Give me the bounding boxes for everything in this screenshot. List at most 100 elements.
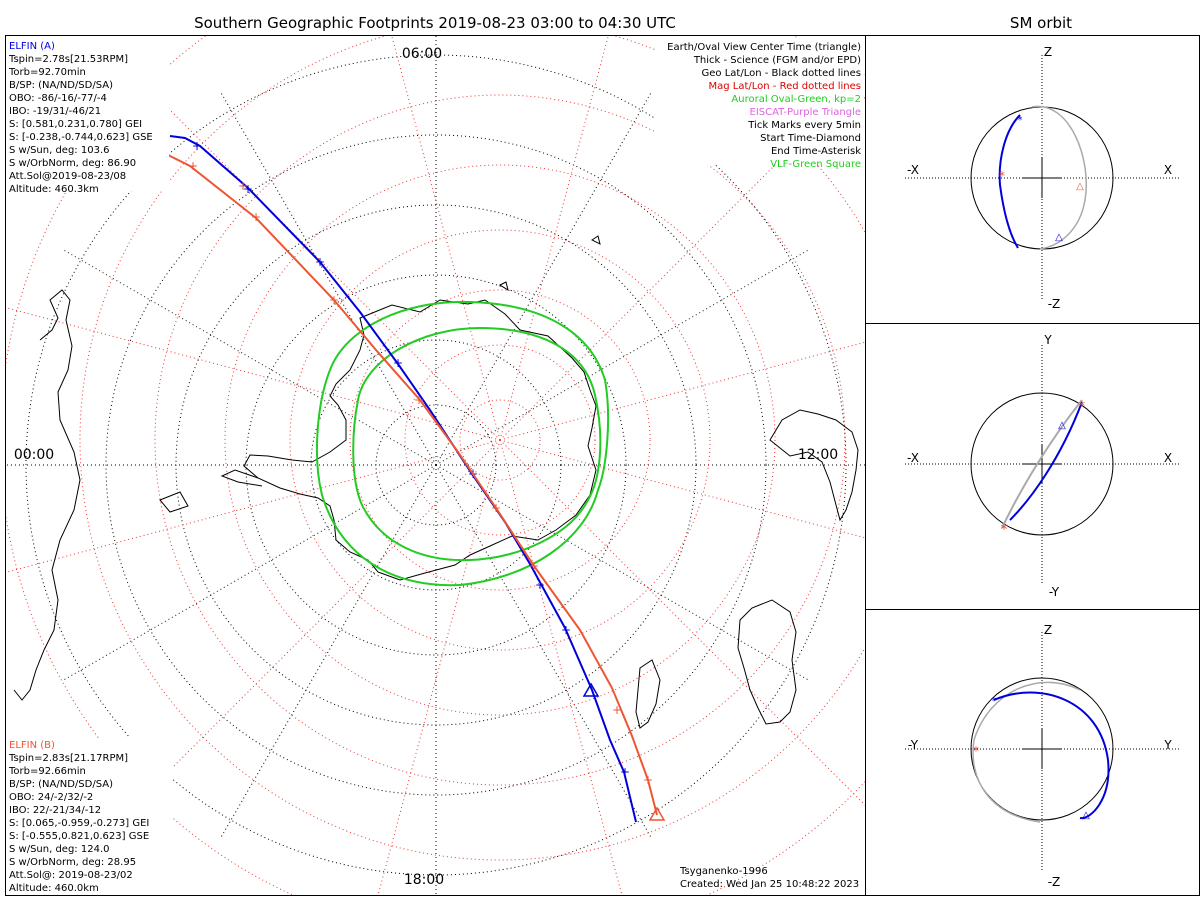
geo-grid — [6, 36, 865, 895]
sm-panel-yz: * * △ Z -Z -Y Y — [905, 623, 1180, 889]
elfin-a-line: Torb=92.70min — [8, 67, 86, 78]
geo-meridian — [220, 464, 437, 838]
geo-meridian — [435, 464, 652, 838]
elfin-b-line: S w/Sun, deg: 124.0 — [9, 844, 109, 855]
track-tick: + — [529, 559, 539, 573]
mag-meridian — [391, 36, 501, 441]
elfin-b-track: +++++++++* — [153, 139, 666, 821]
axis-label-bottom: -Z — [1048, 297, 1061, 311]
track-tick: + — [315, 255, 325, 269]
geo-meridian — [435, 464, 809, 681]
madagascar-coastline — [635, 659, 661, 729]
time-label-12: 12:00 — [798, 447, 838, 463]
mag-latitude-circle — [224, 164, 776, 716]
auroral-oval-outer — [315, 300, 610, 587]
axis-label-right: Y — [1163, 738, 1172, 752]
track-tick: + — [238, 179, 248, 193]
track-tick: + — [329, 293, 339, 307]
elfin-b-line: Altitude: 460.0km — [9, 883, 99, 894]
elfin-b-line: OBO: 24/-2/32/-2 — [9, 792, 93, 803]
track-line — [157, 149, 658, 816]
legend-item: EISCAT-Purple Triangle — [750, 107, 862, 118]
auroral-oval-inner — [352, 326, 602, 562]
track-tick: + — [393, 356, 403, 370]
axis-label-right: X — [1164, 451, 1172, 465]
track-tick: + — [643, 773, 653, 787]
legend-item: Thick - Science (FGM and/or EPD) — [693, 55, 861, 66]
axis-label-left: -X — [907, 163, 919, 177]
legend-item: Earth/Oval View Center Time (triangle) — [667, 42, 861, 53]
antarctica-coastline — [243, 299, 597, 581]
time-label-18: 18:00 — [404, 872, 444, 888]
track-tick: + — [192, 139, 202, 153]
mag-latitude-circle — [349, 289, 651, 591]
time-label-06: 06:00 — [402, 46, 442, 62]
svg-text:△: △ — [1082, 810, 1090, 821]
mag-meridian — [131, 71, 501, 441]
model-credit: Tsyganenko-1996 — [679, 866, 768, 877]
mag-meridian — [499, 74, 865, 441]
track-tick: + — [188, 159, 198, 173]
legend-item: Geo Lat/Lon - Black dotted lines — [702, 68, 861, 79]
peninsula-coastline — [220, 469, 263, 487]
mag-meridian — [6, 307, 501, 441]
elfin-a-view-triangle — [582, 682, 600, 697]
axis-label-left: -Y — [908, 738, 919, 752]
mag-meridian — [377, 439, 501, 895]
elfin-b-info: ELFIN (B) Tspin=2.83s[21.17RPM] Torb=92.… — [7, 738, 172, 894]
mag-meridian — [499, 341, 865, 441]
mag-latitude-circle — [404, 344, 596, 536]
axis-label-left: -X — [907, 451, 919, 465]
mag-grid — [6, 36, 865, 895]
elfin-b-line: S: [-0.555,0.821,0.623] GSE — [9, 831, 149, 842]
svg-text:*: * — [973, 744, 979, 758]
page-title: Southern Geographic Footprints 2019-08-2… — [194, 14, 676, 32]
elfin-b-line: Tspin=2.83s[21.17RPM] — [8, 753, 128, 764]
elfin-b-line: S w/OrbNorm, deg: 28.95 — [9, 857, 136, 868]
svg-text:△: △ — [1058, 420, 1066, 431]
sm-panel-xz: * △ △ * Z -Z -X X — [905, 45, 1180, 311]
elfin-b-line: Torb=92.66min — [8, 766, 86, 777]
legend-item: Mag Lat/Lon - Red dotted lines — [708, 81, 861, 92]
mag-meridian — [6, 439, 501, 573]
geo-meridian — [435, 92, 652, 466]
legend-item: End Time-Asterisk — [771, 146, 861, 157]
axis-label-top: Z — [1044, 623, 1052, 637]
south-america-coastline — [13, 289, 81, 701]
mag-meridian — [499, 439, 865, 539]
mag-meridian — [499, 439, 623, 895]
geo-latitude-circle — [25, 54, 847, 876]
sm-panel-xy: * * △ Y -Y -X X — [905, 333, 1180, 599]
mag-meridian — [499, 36, 609, 441]
svg-text:△: △ — [1055, 232, 1063, 243]
track-tick: + — [251, 210, 261, 224]
axis-label-bottom: -Z — [1048, 875, 1061, 889]
elfin-b-view-triangle — [648, 806, 666, 821]
elfin-b-line: IBO: 22/-21/34/-12 — [9, 805, 101, 816]
island-3 — [159, 491, 189, 513]
geo-latitude-circle — [105, 134, 767, 796]
elfin-b-line: S: [0.065,-0.959,-0.273] GEI — [9, 818, 149, 829]
svg-text:*: * — [1001, 522, 1008, 538]
africa-coastline — [737, 599, 797, 725]
svg-text:*: * — [999, 169, 1005, 183]
elfin-a-line: S: [-0.238,-0.744,0.623] GSE — [9, 132, 153, 143]
created-credit: Created: Wed Jan 25 10:48:22 2023 — [680, 879, 859, 890]
track-tick: + — [535, 578, 545, 592]
time-label-00: 00:00 — [14, 447, 54, 463]
elfin-a-line: OBO: -86/-16/-77/-4 — [9, 93, 107, 104]
svg-text:*: * — [1018, 115, 1023, 126]
mag-meridian — [131, 439, 501, 809]
svg-text:△: △ — [1076, 181, 1084, 192]
legend-item: Start Time-Diamond — [760, 133, 861, 144]
axis-label-right: X — [1164, 163, 1172, 177]
island-2 — [498, 281, 509, 292]
mag-latitude-circle — [154, 94, 846, 786]
legend: Earth/Oval View Center Time (triangle) T… — [655, 39, 863, 170]
elfin-b-line: B/SP: (NA/ND/SD/SA) — [9, 779, 113, 790]
elfin-a-line: IBO: -19/31/-46/21 — [9, 106, 101, 117]
island-1 — [591, 235, 601, 245]
svg-text:*: * — [992, 696, 997, 707]
elfin-a-line: S w/OrbNorm, deg: 86.90 — [9, 158, 136, 169]
